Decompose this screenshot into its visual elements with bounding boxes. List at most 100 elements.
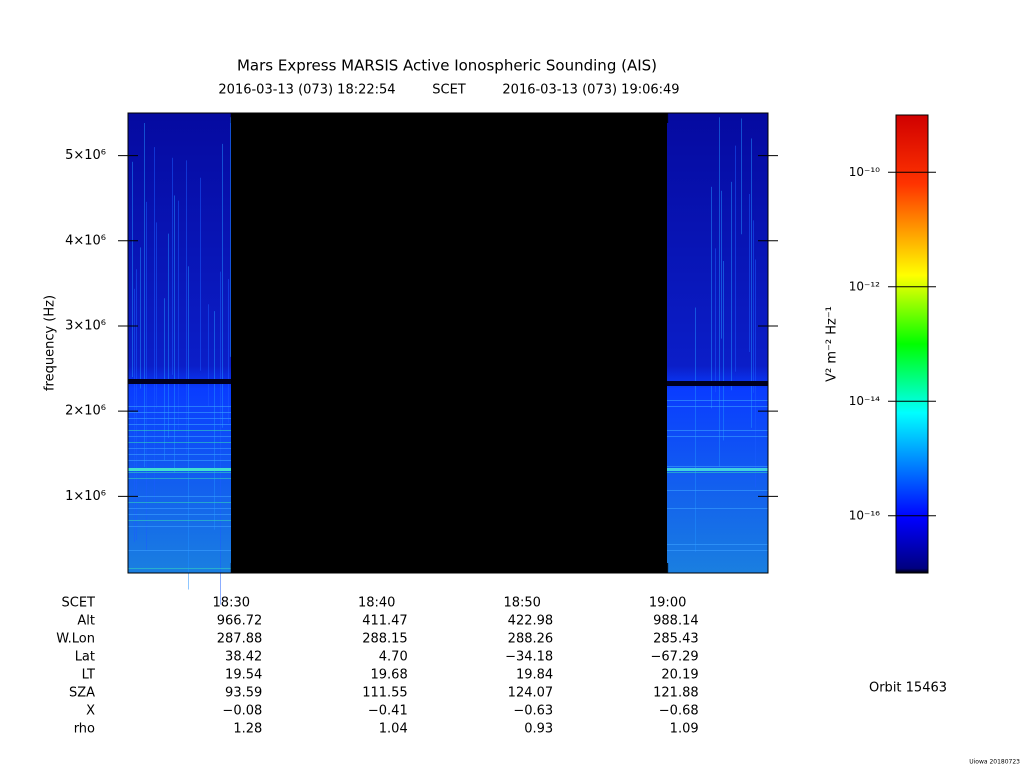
texture-line — [667, 508, 768, 509]
texture-stripe — [751, 138, 752, 428]
ephemeris-value: 966.72 — [217, 614, 263, 629]
x-tick-label: 18:40 — [358, 596, 395, 611]
texture-line — [667, 472, 768, 473]
texture-stripe — [214, 311, 215, 530]
ephemeris-value: 20.19 — [661, 668, 698, 683]
texture-stripe — [220, 271, 221, 605]
ephemeris-value: −0.63 — [513, 704, 553, 719]
ephemeris-value: 288.26 — [508, 632, 554, 647]
texture-line — [128, 442, 231, 443]
ephemeris-label: Lat — [75, 650, 95, 665]
texture-line — [128, 406, 231, 407]
texture-stripe — [719, 117, 720, 467]
ephemeris-value: 988.14 — [653, 614, 699, 629]
data-block — [128, 113, 231, 573]
band — [128, 379, 231, 384]
plot-background — [128, 113, 768, 573]
texture-stripe — [154, 147, 155, 504]
ephemeris-label: W.Lon — [56, 632, 95, 647]
ephemeris-value: 4.70 — [379, 650, 408, 665]
texture-stripe — [146, 201, 147, 551]
ephemeris-value: 38.42 — [225, 650, 262, 665]
texture-stripe — [178, 200, 179, 430]
ephemeris-label: LT — [82, 668, 95, 683]
ephemeris-value: 93.59 — [225, 686, 262, 701]
texture-line — [128, 508, 231, 509]
end-time: 2016-03-13 (073) 19:06:49 — [502, 83, 679, 98]
y-axis-label: frequency (Hz) — [43, 295, 58, 391]
texture-line — [128, 550, 231, 551]
colorbar — [895, 114, 929, 574]
texture-line — [128, 454, 231, 455]
ephemeris-value: 1.04 — [379, 722, 408, 737]
texture-line — [128, 424, 231, 425]
texture-line — [128, 436, 231, 437]
ephemeris-value: −34.18 — [505, 650, 553, 665]
texture-stripe — [144, 123, 145, 468]
time-label: SCET — [432, 83, 466, 98]
texture-line — [128, 472, 231, 473]
texture-stripe — [132, 161, 133, 378]
texture-line — [667, 400, 768, 401]
start-time: 2016-03-13 (073) 18:22:54 — [218, 83, 395, 98]
ephemeris-value: −67.29 — [651, 650, 699, 665]
ephemeris-value: −0.08 — [222, 704, 262, 719]
x-tick-label: 18:30 — [213, 596, 250, 611]
texture-stripe — [753, 220, 754, 393]
texture — [128, 117, 768, 605]
texture-line — [128, 418, 231, 419]
band — [128, 468, 231, 471]
ephemeris-value: 285.43 — [653, 632, 699, 647]
texture-stripe — [188, 266, 189, 590]
ephemeris-value: 288.15 — [362, 632, 408, 647]
ephemeris-value: 19.54 — [225, 668, 262, 683]
colorbar-tick-label: 10⁻¹⁰ — [849, 165, 880, 179]
texture-stripe — [222, 143, 223, 428]
colorbar-tick-label: 10⁻¹⁴ — [849, 394, 880, 408]
band — [667, 381, 768, 386]
data-block — [667, 113, 768, 573]
texture-stripe — [174, 195, 175, 473]
ephemeris-label: X — [86, 704, 95, 719]
texture-stripe — [230, 117, 231, 357]
texture-stripe — [186, 160, 187, 454]
texture-line — [128, 520, 231, 521]
texture-stripe — [134, 288, 135, 543]
band — [667, 468, 768, 471]
x-tick-label: 18:50 — [503, 596, 540, 611]
texture-stripe — [228, 279, 229, 423]
ephemeris-value: 0.93 — [524, 722, 553, 737]
ephemeris-value: 287.88 — [217, 632, 263, 647]
texture-stripe — [140, 247, 141, 389]
texture-line — [667, 490, 768, 491]
texture-line — [667, 550, 768, 551]
ephemeris-value: 111.55 — [362, 686, 408, 701]
ephemeris-label: SZA — [69, 686, 95, 701]
texture-line — [667, 436, 768, 437]
texture-line — [128, 412, 231, 413]
colorbar-tick-label: 10⁻¹² — [849, 279, 880, 293]
texture-line — [667, 430, 768, 431]
texture-line — [128, 496, 231, 497]
texture-stripe — [735, 145, 736, 372]
colorbar-label: V² m⁻² Hz⁻¹ — [825, 306, 840, 382]
ephemeris-value: 1.09 — [670, 722, 699, 737]
texture-stripe — [723, 260, 724, 441]
chart-title: Mars Express MARSIS Active Ionospheric S… — [237, 57, 657, 75]
texture-stripe — [172, 157, 173, 375]
texture-line — [128, 568, 231, 569]
spectrogram — [127, 112, 769, 605]
ephemeris-label: rho — [74, 722, 95, 737]
ephemeris-value: 19.68 — [371, 668, 408, 683]
texture-stripe — [136, 269, 137, 541]
ephemeris-value: 124.07 — [508, 686, 554, 701]
texture-stripe — [711, 186, 712, 409]
y-tick-label: 4×10⁶ — [65, 233, 106, 248]
texture-stripe — [749, 193, 750, 353]
y-tick-label: 3×10⁶ — [65, 318, 106, 333]
x-tick-label: 19:00 — [649, 596, 686, 611]
ephemeris-value: 1.28 — [233, 722, 262, 737]
texture-line — [128, 478, 231, 479]
texture-stripe — [755, 259, 756, 488]
